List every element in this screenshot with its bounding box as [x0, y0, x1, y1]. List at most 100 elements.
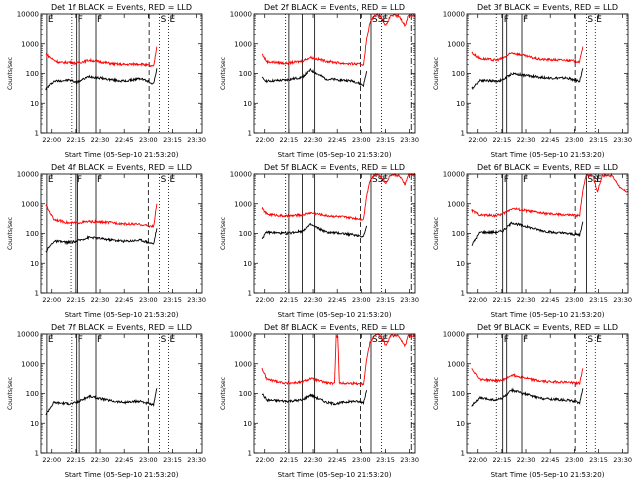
x-tick-label: 22:00 [42, 296, 61, 304]
y-tick-label: 100 [452, 230, 465, 238]
y-tick-label: 1000 [21, 40, 39, 48]
time-marker-label: E [382, 15, 388, 25]
x-tick-label: 23:15 [589, 296, 608, 304]
lld-series-line [261, 12, 416, 66]
x-axis-label: Start Time (05-Sep-10 21:53:20) [491, 151, 605, 159]
y-tick-label: 10 [243, 100, 252, 108]
x-axis-label: Start Time (05-Sep-10 21:53:20) [491, 311, 605, 319]
y-tick-label: 10000 [230, 171, 252, 179]
y-tick-label: 100 [239, 70, 252, 78]
events-series-line [471, 68, 584, 91]
y-tick-label: 100 [26, 230, 39, 238]
x-tick-label: 22:15 [493, 456, 512, 464]
x-tick-label: 22:45 [115, 456, 134, 464]
events-series-line [471, 221, 584, 246]
y-axis-label: Counts/sec [7, 217, 14, 250]
x-tick-label: 23:15 [376, 456, 395, 464]
x-tick-label: 23:00 [352, 296, 371, 304]
x-tick-label: 22:30 [304, 136, 323, 144]
x-tick-label: 23:15 [376, 296, 395, 304]
plot-panel: Det 9f BLACK = Events, RED = LLD Counts/s… [433, 323, 632, 479]
events-series-line [261, 389, 368, 407]
time-marker-label: E [169, 335, 175, 345]
x-tick-label: 22:45 [328, 136, 347, 144]
x-tick-label: 22:45 [115, 136, 134, 144]
events-series-line [45, 388, 158, 416]
y-tick-label: 10 [30, 100, 39, 108]
y-tick-label: 10 [456, 420, 465, 428]
x-tick-label: 23:00 [139, 136, 158, 144]
x-tick-label: 23:15 [163, 136, 182, 144]
x-axis-label: Start Time (05-Sep-10 21:53:20) [278, 151, 392, 159]
time-marker-label: F [523, 335, 528, 345]
time-marker-label: E [382, 335, 388, 345]
y-axis-label: Counts/sec [7, 57, 14, 90]
x-tick-label: 23:15 [376, 136, 395, 144]
lld-series-line [45, 203, 158, 229]
y-axis-label: Counts/sec [220, 57, 227, 90]
y-axis-label: Counts/sec [433, 57, 440, 90]
y-tick-label: 1 [35, 130, 39, 138]
time-marker-label: S [161, 175, 167, 185]
y-tick-label: 1 [461, 450, 465, 458]
y-axis-label: Counts/sec [433, 217, 440, 250]
y-tick-label: 1000 [447, 200, 465, 208]
x-tick-label: 23:30 [400, 296, 419, 304]
plot-panel: Det 4f BLACK = Events, RED = LLD Counts/s… [7, 163, 206, 319]
x-tick-label: 22:30 [517, 296, 536, 304]
time-marker-label: F [97, 15, 102, 25]
y-axis-label: Counts/sec [220, 377, 227, 410]
y-tick-label: 1000 [21, 360, 39, 368]
lld-series-line [471, 46, 584, 64]
y-axis-label: Counts/sec [7, 377, 14, 410]
x-tick-label: 22:45 [115, 296, 134, 304]
plot-title: Det 9f BLACK = Events, RED = LLD [477, 323, 618, 332]
x-tick-label: 22:15 [280, 296, 299, 304]
y-tick-label: 10 [456, 260, 465, 268]
plot-frame [253, 173, 416, 294]
time-marker-label: F [97, 335, 102, 345]
x-tick-label: 22:30 [91, 136, 110, 144]
x-tick-label: 22:00 [42, 456, 61, 464]
events-series-line [261, 222, 368, 240]
lld-series-line [45, 46, 158, 68]
time-marker-label: SS [587, 175, 599, 185]
y-tick-label: 100 [239, 230, 252, 238]
x-axis-label: Start Time (05-Sep-10 21:53:20) [491, 471, 605, 479]
y-tick-label: 10000 [17, 171, 39, 179]
time-marker-label: F [504, 335, 509, 345]
time-marker-label: SS [372, 15, 384, 25]
time-marker-label: E [169, 15, 175, 25]
x-tick-label: 22:30 [517, 456, 536, 464]
time-marker-label: F [504, 15, 509, 25]
y-tick-label: 1 [461, 130, 465, 138]
x-tick-label: 23:30 [400, 136, 419, 144]
time-marker-label: F [78, 15, 83, 25]
time-marker-label: SS [372, 175, 384, 185]
y-tick-label: 1000 [234, 360, 252, 368]
plot-frame [253, 333, 416, 454]
y-tick-label: 1000 [234, 40, 252, 48]
y-tick-label: 100 [239, 390, 252, 398]
time-marker-label: E [596, 15, 602, 25]
x-tick-label: 23:15 [163, 296, 182, 304]
lld-series-line [471, 172, 629, 218]
x-tick-label: 22:45 [328, 296, 347, 304]
x-tick-label: 23:15 [163, 456, 182, 464]
x-axis-label: Start Time (05-Sep-10 21:53:20) [278, 311, 392, 319]
y-tick-label: 10 [30, 420, 39, 428]
y-tick-label: 10000 [443, 331, 465, 339]
y-axis-label: Counts/sec [220, 217, 227, 250]
x-tick-label: 22:15 [493, 296, 512, 304]
y-tick-label: 10000 [443, 11, 465, 19]
y-tick-label: 1 [461, 290, 465, 298]
y-tick-label: 100 [452, 390, 465, 398]
y-tick-label: 1000 [447, 40, 465, 48]
lld-series-line [261, 172, 416, 222]
y-tick-label: 1 [248, 130, 252, 138]
lld-series-line [261, 332, 416, 386]
y-axis-label: Counts/sec [433, 377, 440, 410]
y-tick-label: 1000 [447, 360, 465, 368]
x-tick-label: 22:15 [493, 136, 512, 144]
x-tick-label: 22:00 [255, 456, 274, 464]
